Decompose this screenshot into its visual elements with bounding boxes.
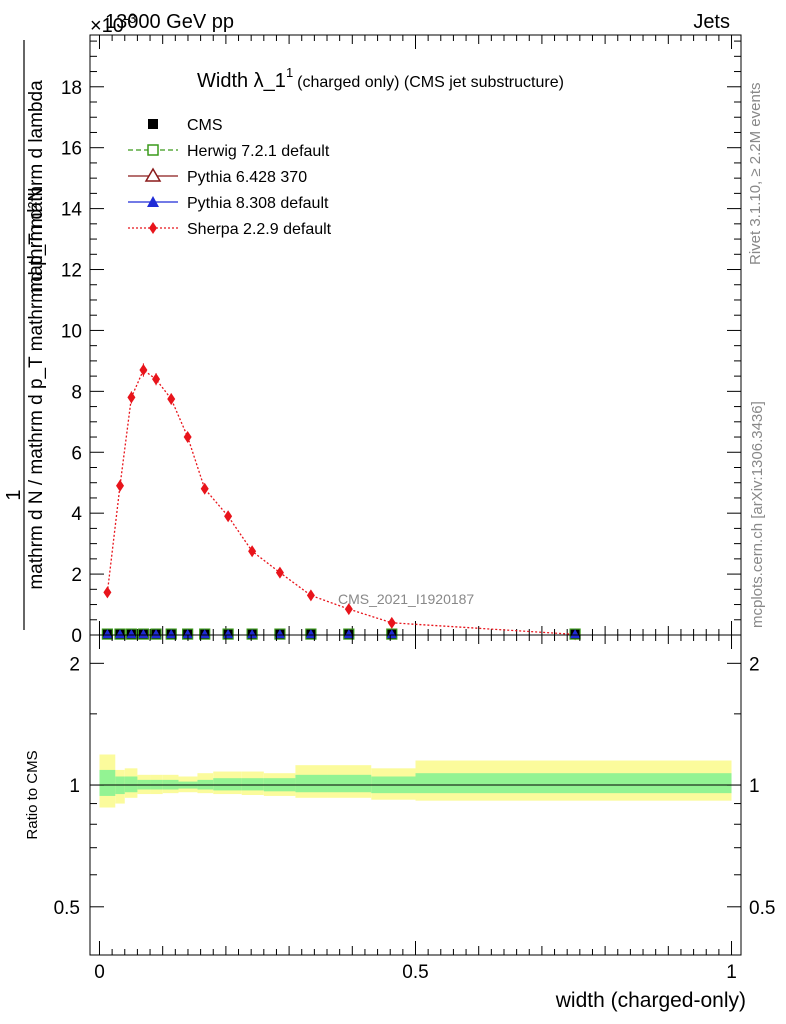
ratio-band-inner — [213, 778, 242, 791]
ratio-y-label: Ratio to CMS — [24, 750, 41, 839]
pythia8-point — [166, 629, 177, 639]
sherpa-point — [183, 431, 192, 444]
legend-label: Herwig 7.2.1 default — [187, 143, 330, 160]
sherpa-point — [387, 616, 396, 629]
y-tick-label: 18 — [61, 78, 82, 99]
legend-entry: Pythia 6.428 370 — [128, 167, 307, 186]
sherpa-point — [248, 545, 257, 558]
pythia8-point — [182, 629, 193, 639]
pythia8-point — [102, 629, 113, 639]
ratio-y-tick-label-right: 2 — [749, 654, 760, 675]
rivet-label: Rivet 3.1.10, ≥ 2.2M events — [747, 83, 764, 266]
sherpa-line — [106, 368, 576, 636]
legend-entry: Sherpa 2.2.9 default — [128, 221, 332, 238]
legend-entry: CMS — [148, 117, 223, 134]
main-y-axis: 0 2 4 6 8 10 12 14 16 18 — [61, 40, 741, 647]
y-tick-label: 16 — [61, 139, 82, 160]
ratio-y-tick-label: 2 — [69, 654, 80, 675]
pythia8-point — [386, 629, 397, 639]
sherpa-point — [224, 510, 233, 523]
plot-title: Width λ_11(charged only) (CMS jet substr… — [197, 65, 564, 92]
sherpa-point — [200, 482, 209, 495]
sherpa-point — [152, 373, 161, 386]
ratio-band-inner — [415, 773, 732, 794]
legend-label: Pythia 8.308 default — [187, 195, 329, 212]
pythia8-point — [151, 629, 162, 639]
ratio-y-tick-label: 1 — [69, 776, 80, 797]
x-tick-label: 1 — [726, 962, 737, 983]
x-axis-label: width (charged-only) — [555, 989, 746, 1012]
y-tick-label: 2 — [71, 565, 82, 586]
y-tick-label: 10 — [61, 321, 82, 342]
legend: CMS Herwig 7.2.1 default Pythia 6.428 370 P… — [128, 117, 332, 238]
sherpa-point — [344, 603, 353, 616]
pythia8-point — [343, 629, 354, 639]
y-label-numerator: 1 — [3, 489, 25, 500]
pythia8-point — [247, 629, 258, 639]
ratio-band-inner — [99, 769, 116, 796]
sherpa-point — [167, 392, 176, 405]
legend-marker — [149, 222, 157, 234]
ratio-band-inner — [327, 774, 372, 793]
y-tick-label: 12 — [61, 261, 82, 282]
legend-marker — [148, 119, 158, 129]
energy-label: 13000 GeV pp — [105, 11, 234, 33]
pythia8-point — [138, 629, 149, 639]
y-label-top: mathrm d²N — [25, 187, 47, 293]
sherpa-point — [103, 586, 112, 599]
ratio-bands — [90, 754, 741, 808]
scale-factor: ×10-3 — [90, 10, 137, 37]
legend-entry: Pythia 8.308 default — [128, 195, 329, 212]
sherpa-point — [306, 589, 315, 602]
sherpa-point — [127, 391, 136, 404]
pythia8-point — [570, 629, 581, 639]
y-tick-label: 6 — [71, 443, 82, 464]
legend-marker — [144, 167, 162, 182]
sherpa-point — [275, 566, 284, 579]
y-tick-label: 14 — [61, 200, 83, 221]
mcplots-label: mcplots.cern.ch [arXiv:1306.3436] — [749, 401, 766, 628]
ratio-y-tick-label-right: 1 — [749, 776, 760, 797]
legend-marker — [147, 144, 159, 156]
legend-label: Pythia 6.428 370 — [187, 169, 307, 186]
legend-label: CMS — [187, 117, 223, 134]
x-tick-label: 0.5 — [402, 962, 428, 983]
category-label: Jets — [693, 11, 730, 33]
pythia8-point — [199, 629, 210, 639]
pythia8-point — [126, 629, 137, 639]
legend-marker — [147, 196, 159, 207]
ratio-band-inner — [295, 774, 328, 793]
legend-entry: Herwig 7.2.1 default — [128, 143, 330, 160]
pythia8-point — [274, 629, 285, 639]
sherpa-point — [139, 364, 148, 377]
y-label-denominator: mathrm d N / mathrm d p_T mathrm d p_T m… — [26, 80, 47, 590]
analysis-watermark: CMS_2021_I1920187 — [338, 591, 474, 607]
sherpa-point — [116, 479, 125, 492]
y-tick-label: 8 — [71, 382, 82, 403]
legend-label: Sherpa 2.2.9 default — [187, 221, 332, 238]
ratio-band-inner — [124, 776, 138, 793]
x-tick-label: 0 — [94, 962, 105, 983]
main-y-label: 1 mathrm d²N mathrm d N / mathrm d p_T m… — [3, 40, 47, 630]
ratio-y-tick-label-right: 0.5 — [749, 898, 775, 919]
y-tick-label: 4 — [71, 504, 82, 525]
pythia8-point — [305, 629, 316, 639]
main-series — [101, 363, 581, 641]
y-tick-label: 0 — [71, 626, 82, 647]
ratio-axes: 0.5 0.5 1 1 2 2 0 0.5 1 — [54, 635, 775, 983]
ratio-y-tick-label: 0.5 — [54, 898, 80, 919]
pythia8-point — [115, 629, 126, 639]
ratio-band-inner — [241, 778, 264, 791]
